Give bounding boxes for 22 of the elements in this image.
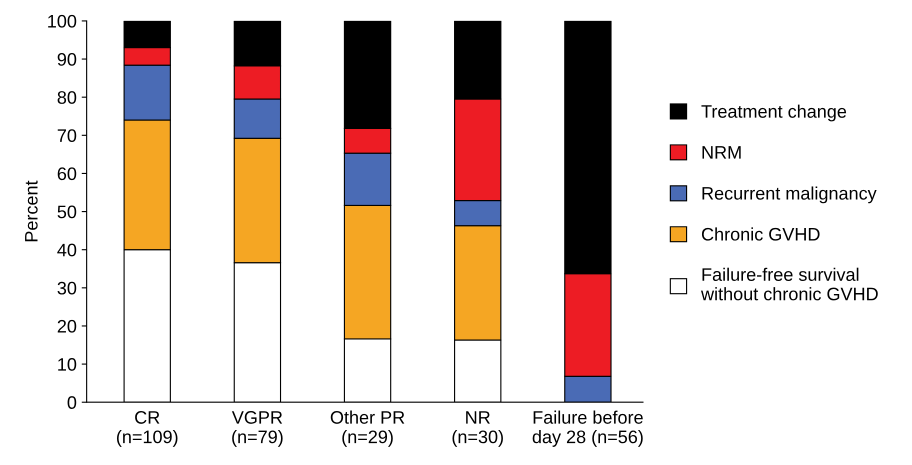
y-tick-label: 70 <box>58 129 76 142</box>
legend-label: NRM <box>702 146 741 159</box>
legend-label: Failure-free survival without chronic GVHD <box>701 268 878 300</box>
y-tick-label: 0 <box>68 396 76 409</box>
x-tick-label: Other PR (n=29) <box>330 410 404 447</box>
y-tick-label: 100 <box>48 14 76 28</box>
x-tick-label: VGPR (n=79) <box>232 411 283 447</box>
x-tick-label: NR (n=30) <box>452 411 503 447</box>
y-tick-label: 40 <box>57 244 76 256</box>
y-tick-label: 80 <box>58 91 76 104</box>
y-tick-label: 90 <box>58 52 76 66</box>
y-tick-label: 10 <box>58 358 76 371</box>
y-tick-label: 50 <box>58 206 76 218</box>
legend-label: Chronic GVHD <box>702 227 820 241</box>
y-tick-label: 60 <box>58 167 76 180</box>
legend-label: Treatment change <box>701 104 846 122</box>
legend-label: Recurrent malignancy <box>702 186 877 204</box>
x-tick-label: CR (n=109) <box>116 411 178 447</box>
x-tick-label: Failure before day 28 (n=56) <box>532 410 643 447</box>
y-tick-label: 20 <box>58 320 76 333</box>
y-tick-label: 30 <box>58 282 76 295</box>
y-axis-title: Percent <box>25 180 38 242</box>
